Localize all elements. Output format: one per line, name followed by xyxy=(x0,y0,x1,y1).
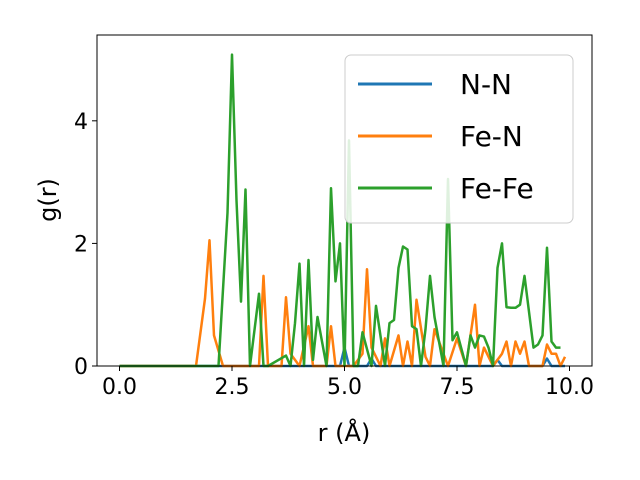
x-tick-label: 2.5 xyxy=(215,375,250,400)
x-axis-label: r (Å) xyxy=(318,418,371,447)
y-axis-label: g(r) xyxy=(34,178,62,222)
legend-label-fe-n: Fe-N xyxy=(460,120,523,153)
y-tick-label: 2 xyxy=(74,232,88,257)
ticks-layer: 0.0 2.5 5.0 7.5 10.0 0 2 4 xyxy=(74,110,594,400)
x-tick-label: 5.0 xyxy=(327,375,362,400)
legend: N-N Fe-N Fe-Fe xyxy=(344,54,574,224)
y-tick-label: 4 xyxy=(74,110,88,135)
legend-box xyxy=(344,54,574,224)
y-tick-label: 0 xyxy=(74,355,88,380)
x-tick-label: 10.0 xyxy=(545,375,594,400)
x-tick-label: 0.0 xyxy=(102,375,137,400)
series-line-fe-fe xyxy=(119,53,561,368)
legend-label-n-n: N-N xyxy=(460,68,512,101)
x-tick-label: 7.5 xyxy=(440,375,475,400)
legend-label-fe-fe: Fe-Fe xyxy=(460,172,534,205)
